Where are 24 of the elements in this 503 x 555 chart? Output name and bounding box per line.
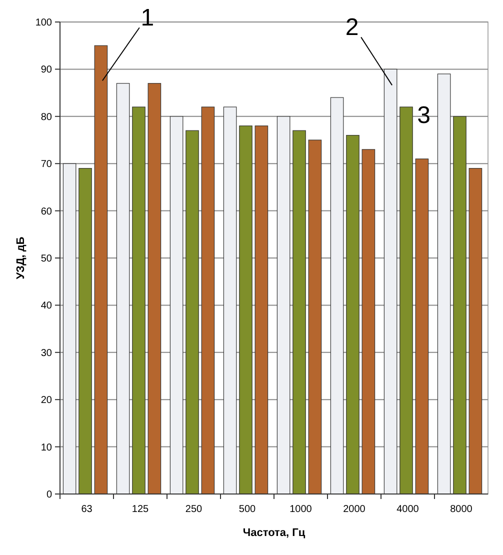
y-tick-label: 100 <box>35 18 52 28</box>
x-tick-label: 4000 <box>396 504 420 515</box>
y-tick-label: 80 <box>40 112 52 123</box>
x-tick-label: 8000 <box>450 504 473 515</box>
y-tick-label: 10 <box>40 442 52 454</box>
y-tick-label: 40 <box>40 300 52 312</box>
x-tick-label: 500 <box>238 504 256 515</box>
series-label: 1 <box>140 4 154 32</box>
x-tick-label: 125 <box>132 504 150 515</box>
series-label: 2 <box>345 14 359 42</box>
y-tick-label: 20 <box>40 395 52 406</box>
x-tick-label: 2000 <box>343 504 366 515</box>
x-tick-label: 250 <box>185 504 203 515</box>
series-label: 3 <box>417 102 430 129</box>
y-tick-label: 60 <box>40 206 52 218</box>
x-axis-title: Частота, Гц <box>242 527 306 539</box>
y-tick-label: 50 <box>40 254 52 264</box>
x-tick-label: 63 <box>81 504 93 515</box>
y-tick-label: 90 <box>40 64 52 76</box>
y-tick-label: 30 <box>40 348 52 359</box>
x-tick-label: 1000 <box>290 504 312 515</box>
y-axis-title: УЗД, дБ <box>15 236 27 280</box>
y-tick-label: 0 <box>46 490 52 500</box>
y-tick-label: 70 <box>40 159 52 170</box>
